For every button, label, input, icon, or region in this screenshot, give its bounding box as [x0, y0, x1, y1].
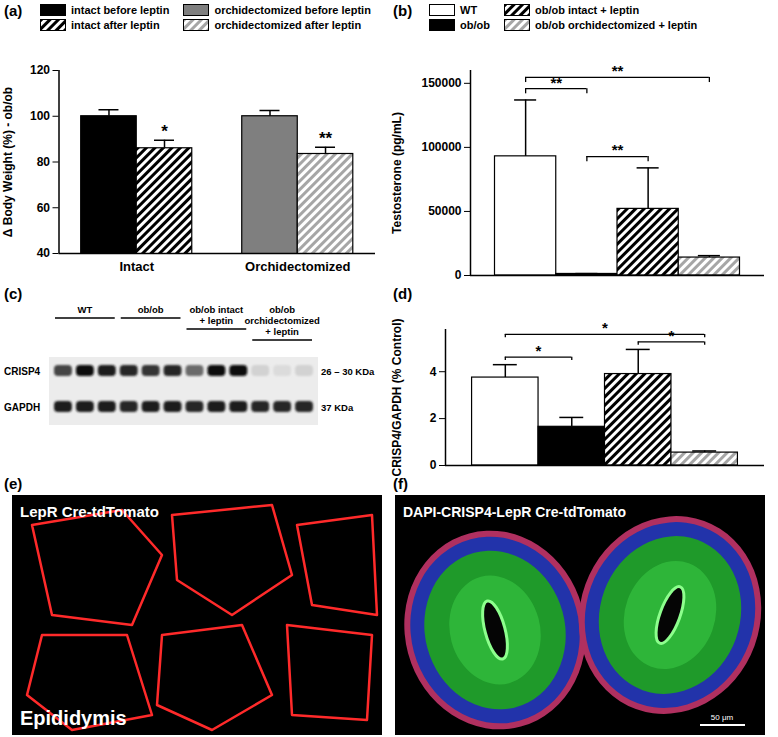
html-text:(c): (c): [4, 285, 23, 302]
svg-text:*: *: [602, 319, 608, 336]
svg-text:150000: 150000: [421, 76, 461, 90]
svg-text:Epididymis: Epididymis: [20, 707, 127, 729]
svg-text:**: **: [612, 62, 624, 79]
svg-text:Δ Body Weight (%) - ob/ob: Δ Body Weight (%) - ob/ob: [1, 87, 15, 237]
svg-text:**: **: [550, 73, 562, 90]
svg-text:26 – 30 KDa: 26 – 30 KDa: [321, 366, 375, 377]
svg-text:*: *: [161, 122, 168, 141]
svg-text:ob/ob intact: ob/ob intact: [189, 304, 244, 315]
html-text:(b): (b): [393, 2, 413, 19]
html-text:intact before leptin: intact before leptin: [71, 4, 170, 16]
html-text:(d): (d): [393, 285, 413, 302]
svg-text:2: 2: [430, 411, 437, 425]
svg-text:CRISP4/GAPDH (% Control): CRISP4/GAPDH (% Control): [390, 318, 404, 476]
svg-text:50000: 50000: [428, 204, 462, 218]
svg-text:120: 120: [30, 63, 50, 77]
svg-text:0: 0: [430, 458, 437, 472]
svg-text:80: 80: [37, 155, 51, 169]
svg-text:CRISP4: CRISP4: [4, 366, 41, 377]
svg-text:0: 0: [455, 268, 462, 282]
html-text:ob/ob orchidectomized + leptin: ob/ob orchidectomized + leptin: [534, 19, 698, 31]
svg-text:orchidectomized: orchidectomized: [244, 315, 320, 326]
svg-text:Orchidectomized: Orchidectomized: [245, 259, 351, 274]
svg-text:50 μm: 50 μm: [711, 713, 734, 722]
svg-text:100: 100: [30, 109, 50, 123]
html-text:orchidectomized before leptin: orchidectomized before leptin: [214, 4, 371, 16]
svg-text:+ leptin: + leptin: [200, 315, 234, 326]
svg-text:+ leptin: + leptin: [265, 326, 299, 337]
svg-text:37 KDa: 37 KDa: [321, 402, 354, 413]
svg-text:*: *: [669, 327, 675, 344]
html-text:WT: WT: [460, 4, 478, 16]
svg-text:WT: WT: [77, 304, 92, 315]
html-text:intact after leptin: intact after leptin: [71, 19, 160, 31]
svg-text:DAPI-CRISP4-LepR Cre-tdTomato: DAPI-CRISP4-LepR Cre-tdTomato: [403, 504, 626, 520]
svg-text:100000: 100000: [421, 140, 461, 154]
svg-text:Testosterone (pg/mL): Testosterone (pg/mL): [390, 112, 404, 234]
html-text:(a): (a): [4, 2, 23, 19]
svg-text:40: 40: [37, 246, 51, 260]
svg-text:ob/ob: ob/ob: [138, 304, 164, 315]
svg-text:**: **: [612, 141, 624, 158]
svg-text:**: **: [319, 129, 333, 148]
html-text:(e): (e): [4, 475, 23, 492]
svg-text:GAPDH: GAPDH: [4, 402, 40, 413]
svg-text:60: 60: [37, 201, 51, 215]
html-text:(f): (f): [393, 475, 408, 492]
svg-text:LepR Cre-tdTomato: LepR Cre-tdTomato: [20, 503, 159, 520]
svg-text:ob/ob: ob/ob: [269, 304, 295, 315]
svg-text:*: *: [536, 342, 542, 359]
html-text:ob/ob: ob/ob: [460, 19, 490, 31]
html-text:ob/ob intact + leptin: ob/ob intact + leptin: [534, 4, 640, 16]
svg-text:4: 4: [430, 365, 437, 379]
svg-text:Intact: Intact: [119, 259, 154, 274]
html-text:orchidectomized after leptin: orchidectomized after leptin: [214, 19, 362, 31]
